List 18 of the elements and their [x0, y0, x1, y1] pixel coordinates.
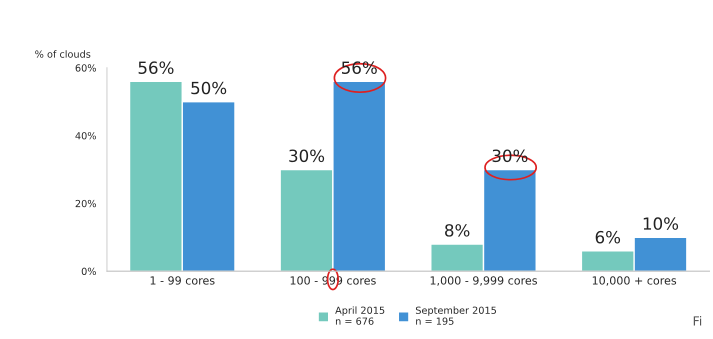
data-label: 6%	[596, 230, 620, 244]
y-tick-label: 20%	[76, 200, 96, 208]
y-axis-title: % of clouds	[35, 50, 90, 58]
legend-label: September 2015 n = 195	[416, 306, 496, 325]
legend-label: April 2015 n = 676	[335, 306, 384, 325]
text: Fi	[694, 316, 702, 326]
y-tick-label: 40%	[75, 132, 96, 140]
data-label: 56%	[342, 61, 377, 74]
data-label: 30%	[289, 149, 324, 162]
data-label: 56%	[138, 61, 174, 74]
data-label: 8%	[445, 224, 470, 237]
y-tick-label: 0%	[82, 268, 96, 276]
data-label: 10%	[644, 217, 678, 230]
y-tick-label: 60%	[76, 64, 96, 72]
data-label: 50%	[191, 82, 226, 94]
x-tick-label: 1,000 - 9,999 cores	[430, 276, 537, 286]
x-tick-label: 1 - 99 cores	[150, 276, 215, 285]
x-tick-label: 10,000 + cores	[592, 276, 676, 286]
